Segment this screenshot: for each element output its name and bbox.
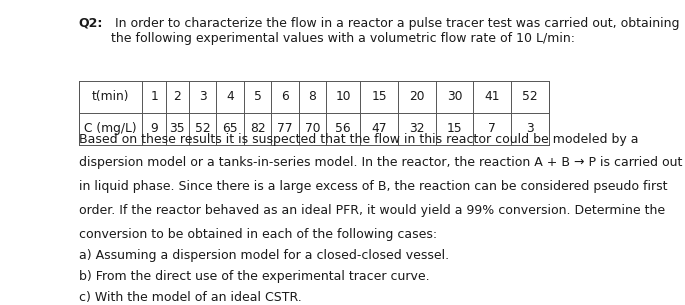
Text: 3: 3 [199,90,207,103]
Text: 10: 10 [336,90,351,103]
Bar [79,81,549,145]
Text: 35: 35 [170,122,185,135]
Text: c) With the model of an ideal CSTR.: c) With the model of an ideal CSTR. [79,291,301,304]
Text: 41: 41 [484,90,500,103]
Text: 9: 9 [150,122,158,135]
Text: In order to characterize the flow in a reactor a pulse tracer test was carried o: In order to characterize the flow in a r… [111,17,680,45]
Text: 6: 6 [281,90,289,103]
Text: conversion to be obtained in each of the following cases:: conversion to be obtained in each of the… [79,228,437,241]
Text: 20: 20 [409,90,425,103]
Text: 1: 1 [150,90,158,103]
Text: 30: 30 [447,90,462,103]
Text: 77: 77 [277,122,292,135]
Text: 52: 52 [195,122,210,135]
Text: 82: 82 [250,122,265,135]
Text: 65: 65 [223,122,238,135]
Text: in liquid phase. Since there is a large excess of B, the reaction can be conside: in liquid phase. Since there is a large … [79,180,667,193]
Text: order. If the reactor behaved as an ideal PFR, it would yield a 99% conversion. : order. If the reactor behaved as an idea… [79,204,665,217]
Text: 56: 56 [336,122,351,135]
Text: t(min): t(min) [92,90,129,103]
Text: 2: 2 [173,90,182,103]
Text: 47: 47 [371,122,387,135]
Text: 5: 5 [253,90,262,103]
Text: 70: 70 [305,122,320,135]
Text: 52: 52 [522,90,538,103]
Text: 3: 3 [526,122,534,135]
Text: 15: 15 [447,122,462,135]
Text: Q2:: Q2: [79,17,103,30]
Text: C (mg/L): C (mg/L) [84,122,137,135]
Text: 15: 15 [371,90,387,103]
Text: 32: 32 [409,122,425,135]
Text: 4: 4 [226,90,234,103]
Text: a) Assuming a dispersion model for a closed-closed vessel.: a) Assuming a dispersion model for a clo… [79,249,449,262]
Text: 7: 7 [488,122,496,135]
Text: dispersion model or a tanks-in-series model. In the reactor, the reaction A + B : dispersion model or a tanks-in-series mo… [79,156,682,170]
Text: b) From the direct use of the experimental tracer curve.: b) From the direct use of the experiment… [79,270,429,283]
Text: 8: 8 [308,90,316,103]
Text: Based on these results it is suspected that the flow in this reactor could be mo: Based on these results it is suspected t… [79,133,638,146]
